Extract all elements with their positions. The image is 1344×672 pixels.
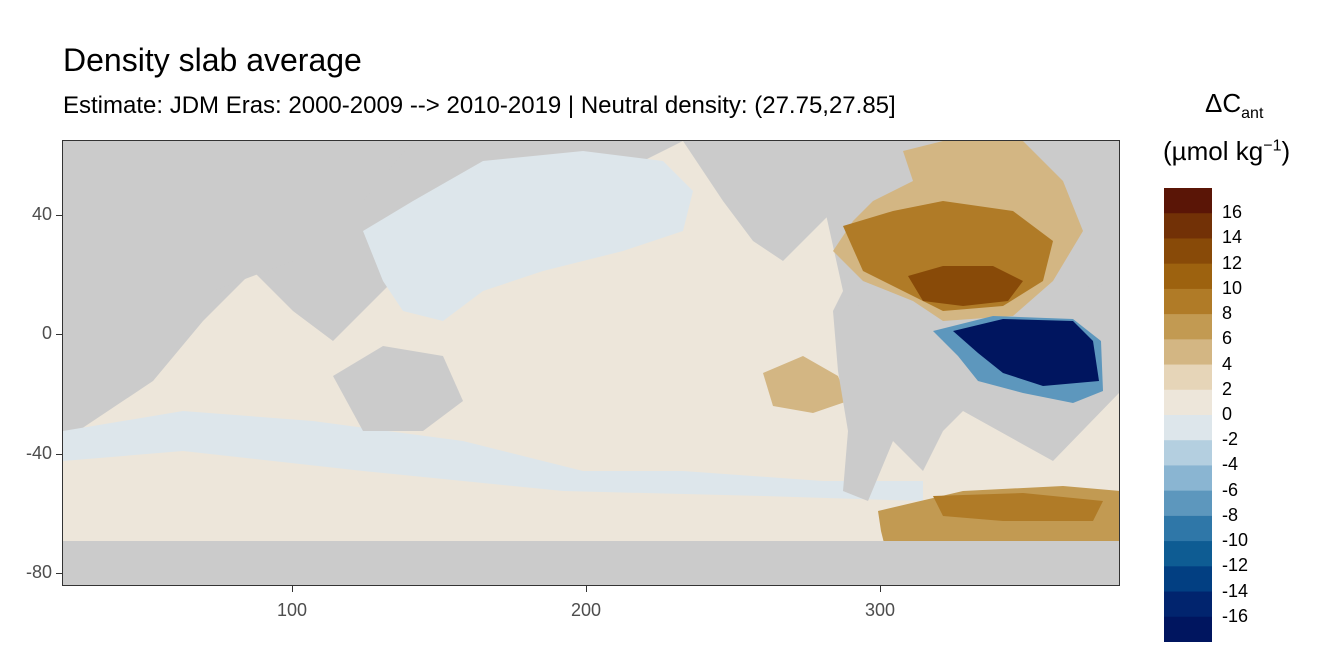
legend-label: -10 bbox=[1222, 530, 1249, 551]
legend-label: 4 bbox=[1222, 353, 1233, 374]
legend-label: 8 bbox=[1222, 303, 1233, 324]
x-tick-label-300: 300 bbox=[864, 600, 896, 620]
map-panel bbox=[62, 140, 1120, 586]
chart-subtitle: Estimate: JDM Eras: 2000-2009 --> 2010-2… bbox=[63, 92, 896, 119]
legend-label: -14 bbox=[1222, 580, 1249, 601]
south-america-land bbox=[833, 301, 943, 501]
legend-unit: (µmol kg−1) bbox=[1163, 136, 1290, 167]
legend-color-swatch bbox=[1164, 314, 1212, 340]
y-tick-label-neg40: -40 bbox=[25, 443, 52, 463]
x-tick-mark-200 bbox=[586, 586, 587, 592]
legend-colorbar bbox=[1164, 188, 1212, 642]
southern-atlantic-positive-core bbox=[933, 493, 1103, 521]
legend-label: 14 bbox=[1222, 227, 1243, 248]
south-atlantic-negative-core bbox=[953, 319, 1099, 386]
legend-color-swatch bbox=[1164, 465, 1212, 492]
y-tick-mark-neg40 bbox=[56, 454, 62, 455]
eurasia-land bbox=[63, 141, 413, 381]
legend-title-main: ΔC bbox=[1205, 88, 1242, 118]
x-tick-label-200: 200 bbox=[570, 600, 602, 620]
legend-unit-prefix: (µmol kg bbox=[1163, 136, 1264, 166]
legend-title: ΔCant bbox=[1205, 88, 1263, 123]
y-tick-label-neg80: -80 bbox=[25, 562, 52, 582]
legend-label: 6 bbox=[1222, 328, 1233, 349]
legend-color-swatch bbox=[1164, 188, 1212, 214]
legend-unit-suffix: ) bbox=[1281, 136, 1291, 166]
australia-land bbox=[333, 346, 463, 431]
legend-label: 12 bbox=[1222, 252, 1243, 273]
y-tick-mark-40 bbox=[56, 215, 62, 216]
legend-color-swatch bbox=[1164, 389, 1212, 416]
land-masses bbox=[63, 141, 1119, 585]
y-tick-mark-neg80 bbox=[56, 573, 62, 574]
legend-title-sub: ant bbox=[1241, 105, 1264, 123]
legend-label: -12 bbox=[1222, 555, 1249, 576]
legend-label: -4 bbox=[1222, 454, 1239, 475]
x-tick-label-100: 100 bbox=[276, 600, 308, 620]
legend-label: 10 bbox=[1222, 277, 1243, 298]
africa-land bbox=[1063, 281, 1119, 319]
y-tick-mark-0 bbox=[56, 334, 62, 335]
north-pacific-negative-region bbox=[363, 151, 693, 321]
legend-color-swatch bbox=[1164, 288, 1212, 315]
legend-color-swatch bbox=[1164, 515, 1212, 542]
y-tick-label-0: 0 bbox=[41, 323, 52, 343]
legend-label: -16 bbox=[1222, 605, 1249, 626]
legend-color-swatch bbox=[1164, 339, 1212, 366]
x-tick-mark-100 bbox=[292, 586, 293, 592]
legend-label: 0 bbox=[1222, 404, 1233, 424]
legend-color-swatch bbox=[1164, 415, 1212, 441]
north-america-land bbox=[683, 141, 893, 261]
southern-negative-band bbox=[63, 411, 923, 501]
chart-title: Density slab average bbox=[63, 42, 362, 78]
legend-color-swatch bbox=[1164, 566, 1212, 593]
legend-label: 2 bbox=[1222, 378, 1233, 399]
legend-label: -8 bbox=[1222, 504, 1239, 525]
antarctica-land bbox=[63, 541, 1119, 585]
legend-unit-sup: −1 bbox=[1263, 137, 1282, 155]
legend-label: 16 bbox=[1222, 202, 1243, 223]
y-tick-label-40: 40 bbox=[31, 204, 52, 224]
legend-color-swatch bbox=[1164, 616, 1212, 642]
x-tick-mark-300 bbox=[880, 586, 881, 592]
legend-color-swatch bbox=[1164, 541, 1212, 567]
legend-color-swatch bbox=[1164, 213, 1212, 239]
north-atlantic-positive-core bbox=[908, 266, 1023, 306]
legend-label: -6 bbox=[1222, 479, 1239, 500]
legend-color-swatch bbox=[1164, 364, 1212, 391]
legend-color-swatch bbox=[1164, 263, 1212, 290]
legend-color-swatch bbox=[1164, 238, 1212, 265]
legend-color-swatch bbox=[1164, 490, 1212, 517]
legend-color-swatch bbox=[1164, 440, 1212, 466]
legend-label: -2 bbox=[1222, 429, 1239, 450]
map-svg bbox=[63, 141, 1119, 585]
legend-color-swatch bbox=[1164, 591, 1212, 618]
se-pacific-positive-patch bbox=[763, 356, 848, 413]
